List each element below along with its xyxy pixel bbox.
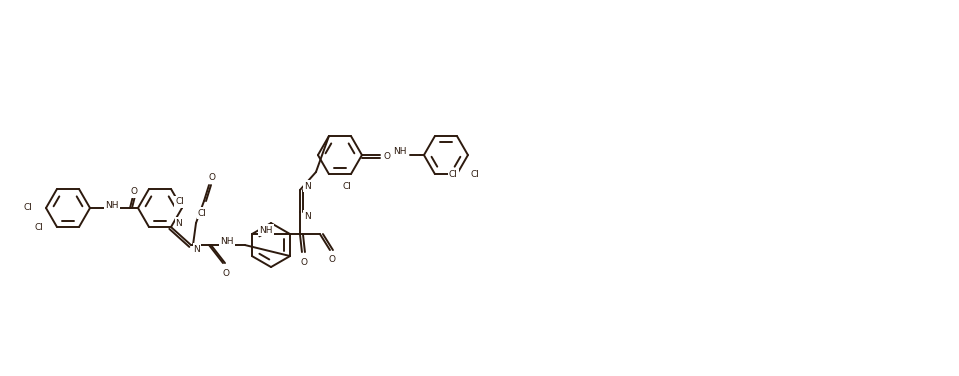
Text: N: N: [175, 218, 182, 227]
Text: NH: NH: [259, 226, 272, 235]
Text: Cl: Cl: [23, 203, 32, 212]
Text: O: O: [208, 173, 216, 182]
Text: N: N: [305, 212, 312, 221]
Text: Cl: Cl: [449, 170, 457, 179]
Text: O: O: [384, 152, 390, 161]
Text: N: N: [305, 182, 312, 191]
Text: Cl: Cl: [198, 209, 207, 218]
Text: NH: NH: [221, 237, 234, 246]
Text: NH: NH: [393, 147, 407, 156]
Text: O: O: [222, 268, 229, 277]
Text: Cl: Cl: [342, 182, 351, 191]
Text: Cl: Cl: [175, 197, 184, 206]
Text: O: O: [130, 188, 137, 197]
Text: NH: NH: [105, 200, 119, 209]
Text: O: O: [300, 258, 308, 267]
Text: Cl: Cl: [471, 170, 480, 179]
Text: Cl: Cl: [35, 223, 43, 232]
Text: O: O: [328, 255, 336, 264]
Text: N: N: [194, 244, 200, 253]
